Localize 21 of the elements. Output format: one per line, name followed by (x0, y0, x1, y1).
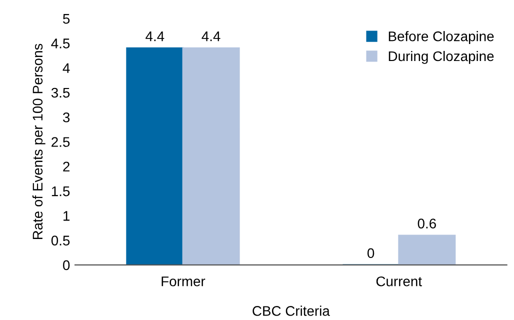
legend-label: During Clozapine (388, 50, 494, 64)
x-axis-title: CBC Criteria (252, 306, 330, 316)
y-tick-label: 2 (63, 162, 70, 172)
data-label: 4.4 (202, 32, 220, 42)
y-tick-label: 5 (63, 14, 70, 24)
y-tick-label: 3.5 (51, 88, 70, 98)
y-tick-label: 3 (62, 112, 70, 122)
y-axis-title: Rate of Events per 100 Persons (32, 44, 46, 240)
x-tick-label: Former (162, 276, 206, 286)
data-label: 0 (367, 248, 374, 258)
y-tick-label: 2.5 (52, 137, 70, 147)
y-tick-label: 0.5 (51, 236, 70, 246)
y-tick-label: 1 (64, 211, 70, 221)
y-tick-label: 4 (62, 63, 70, 73)
legend-label: Before Clozapine (388, 31, 494, 44)
y-tick-label: 1.5 (52, 186, 70, 196)
data-label: 4.4 (146, 32, 164, 42)
x-tick-label: Current (376, 276, 422, 286)
y-tick-label: 4.5 (51, 38, 70, 48)
data-label: 0.6 (418, 218, 436, 228)
y-tick-label: 0 (63, 260, 70, 270)
